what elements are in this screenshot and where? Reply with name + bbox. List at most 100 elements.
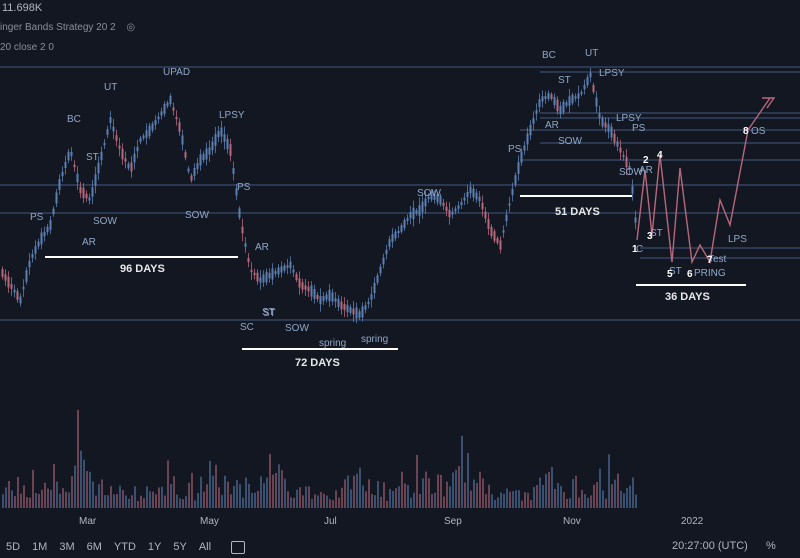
candle-body: [235, 188, 238, 196]
range-6m-button[interactable]: 6M: [86, 541, 102, 553]
clock-readout[interactable]: 20:27:00 (UTC): [672, 540, 748, 552]
candle-body: [229, 144, 232, 156]
candle-body: [238, 208, 241, 218]
volume-bar: [368, 479, 370, 508]
range-ytd-button[interactable]: YTD: [113, 541, 136, 553]
candle-body: [598, 112, 601, 119]
volume-bar: [626, 487, 628, 508]
volume-bar: [395, 488, 397, 508]
volume-bar: [605, 498, 607, 508]
volume-bar: [371, 493, 373, 508]
candle-body: [31, 254, 34, 258]
volume-bar: [329, 499, 331, 508]
candle-body: [100, 151, 103, 161]
projection-point-label: 6: [687, 269, 693, 280]
candle-body: [202, 153, 205, 161]
candle-body: [631, 186, 634, 194]
x-axis-tick-label: Sep: [444, 516, 462, 527]
candle-body: [112, 126, 115, 132]
volume-bar: [452, 472, 454, 508]
volume-bar: [620, 490, 622, 508]
projection-point-label: 3: [647, 231, 653, 242]
candle-body: [448, 209, 451, 218]
wyckoff-label: AR: [82, 237, 96, 248]
price-chart[interactable]: PSBCSTUTUPADLPSYARSOWSTSOWPSARSCSTSOWspr…: [0, 0, 800, 536]
wyckoff-label: LPS: [728, 234, 747, 245]
volume-bar: [116, 494, 118, 508]
volume-bar: [317, 495, 319, 508]
candle-body: [103, 142, 106, 146]
volume-bar: [587, 497, 589, 508]
candle-body: [211, 141, 214, 151]
candle-body: [469, 186, 472, 194]
volume-bar: [635, 494, 637, 508]
volume-bar: [470, 490, 472, 508]
volume-bar: [140, 495, 142, 508]
candle-body: [424, 198, 427, 207]
volume-bar: [194, 500, 196, 508]
calendar-icon[interactable]: [231, 540, 246, 554]
candle-body: [205, 148, 208, 160]
candle-body: [148, 125, 151, 137]
candle-body: [397, 230, 400, 234]
indicator-legend-bollinger[interactable]: inger Bands Strategy 20 2 ◎: [0, 22, 135, 33]
candle-body: [472, 188, 475, 198]
volume-bar: [185, 496, 187, 508]
volume-bar: [44, 482, 46, 508]
volume-bar: [341, 487, 343, 508]
volume-bar: [29, 497, 31, 508]
volume-bar: [188, 482, 190, 508]
candle-body: [406, 218, 409, 221]
volume-bar: [377, 480, 379, 508]
volume-bar: [314, 494, 316, 508]
range-5y-button[interactable]: 5Y: [173, 541, 187, 553]
wyckoff-label: spring: [361, 334, 388, 345]
volume-bar: [224, 475, 226, 508]
volume-bar: [509, 491, 511, 508]
candle-body: [184, 152, 187, 158]
candle-body: [10, 284, 13, 289]
volume-bar: [167, 460, 169, 508]
range-1m-button[interactable]: 1M: [32, 541, 48, 553]
candle-body: [295, 274, 298, 280]
wyckoff-label: SC: [240, 322, 254, 333]
wyckoff-label: spring: [319, 338, 346, 349]
candle-body: [178, 122, 181, 132]
candle-body: [319, 296, 322, 304]
volume-bar: [179, 498, 181, 508]
volume-bar: [494, 499, 496, 508]
volume-bar: [407, 485, 409, 508]
range-3m-button[interactable]: 3M: [59, 541, 75, 553]
candle-body: [436, 194, 439, 203]
candle-body: [97, 162, 100, 174]
range-5d-button[interactable]: 5D: [6, 541, 21, 553]
percent-toggle[interactable]: %: [766, 540, 776, 552]
indicator-legend-params[interactable]: 20 close 2 0: [0, 42, 54, 53]
projection-point-label: 1: [632, 244, 638, 255]
candle-body: [268, 272, 271, 279]
duration-label: 51 DAYS: [555, 206, 600, 218]
eye-icon[interactable]: ◎: [126, 22, 136, 33]
volume-bar: [95, 495, 97, 508]
candle-body: [373, 282, 376, 294]
candle-body: [55, 192, 58, 204]
wyckoff-label: ST: [669, 266, 682, 277]
volume-bar: [401, 471, 403, 508]
volume-bar: [359, 467, 361, 508]
range-1y-button[interactable]: 1Y: [147, 541, 162, 553]
x-axis-tick-label: 2022: [681, 516, 704, 527]
duration-label: 96 DAYS: [120, 263, 165, 275]
volume-bar: [302, 495, 304, 508]
volume-bar: [47, 488, 49, 508]
volume-bar: [503, 493, 505, 508]
candle-body: [49, 220, 52, 230]
candle-body: [625, 156, 628, 168]
x-axis-tick-label: Mar: [79, 516, 97, 527]
volume-bar: [260, 476, 262, 508]
volume-bar: [311, 498, 313, 508]
volume-bar: [221, 495, 223, 508]
volume-bar: [614, 479, 616, 508]
volume-bar: [257, 490, 259, 508]
volume-bar: [65, 491, 67, 508]
range-all-button[interactable]: All: [198, 541, 212, 553]
